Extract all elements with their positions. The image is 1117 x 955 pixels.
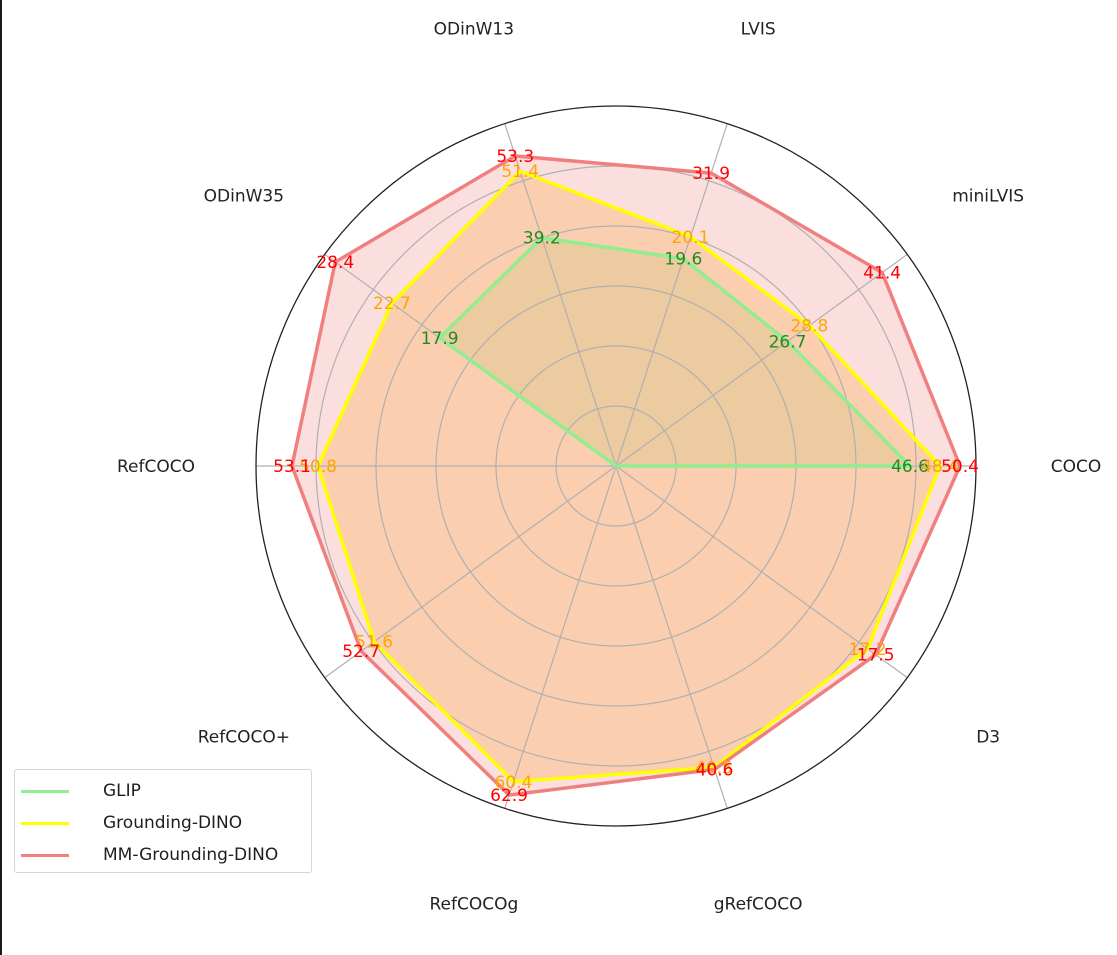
value-label: 62.9 [490,786,528,806]
value-label: 40.6 [696,760,734,780]
legend-item-mm-grounding-dino: MM-Grounding-DINO [15,841,278,869]
value-label: 26.7 [769,332,807,352]
axis-label: RefCOCO [117,457,195,477]
value-label: 28.8 [790,317,828,337]
legend-label: GLIP [103,781,141,801]
window-edge [0,0,2,955]
series-line-1 [316,169,943,784]
legend-swatch-mm-grounding-dino [21,853,69,857]
axis-label: RefCOCOg [429,894,518,914]
series-lines [290,154,962,797]
value-label: 17.2 [849,640,887,660]
value-label: 50.4 [941,457,979,477]
value-label: 31.9 [692,164,730,184]
series-fill-1 [318,171,940,782]
axis-label: ODinW35 [204,187,284,207]
value-label: 52.7 [342,642,380,662]
value-label: 20.1 [672,228,710,248]
chart-legend: GLIP Grounding-DINO MM-Grounding-DINO [14,769,312,873]
value-label: 51.4 [501,162,539,182]
grid-spoke [615,253,908,467]
value-label: 17.9 [421,329,459,349]
series-fill-0 [439,237,910,466]
value-label: 17.5 [857,646,895,666]
legend-swatch-grounding-dino [21,821,69,825]
legend-label: Grounding-DINO [103,813,243,833]
value-label: 48.4 [921,457,959,477]
axis-label: gRefCOCO [714,894,803,914]
value-label: 19.6 [664,250,702,270]
outer-circle [255,105,977,827]
series-line-2 [290,154,962,797]
grid-spoke [504,123,617,467]
value-label: 60.4 [494,773,532,793]
grid-spoke [615,465,908,679]
value-label: 46.6 [891,457,929,477]
value-labels: 46.6 26.7 19.6 39.2 17.9 48.4 28.8 20.1 51.4 22.7… [273,147,979,806]
value-label: 39.2 [523,229,561,249]
legend-swatch-glip [21,789,69,793]
value-label: 22.7 [373,294,411,314]
axis-label: miniLVIS [952,187,1024,207]
axis-label: D3 [976,727,1000,747]
grid-spoke [504,465,617,809]
value-label: 41.4 [863,264,901,284]
legend-item-glip: GLIP [15,777,141,805]
value-label: 28.4 [316,253,354,273]
grid-spoke [615,465,728,809]
value-label: 51.6 [355,633,393,653]
value-label: 53.3 [496,147,534,167]
legend-label: MM-Grounding-DINO [103,845,279,865]
axis-label: LVIS [741,20,776,40]
value-label: 40.5 [695,758,733,778]
legend-item-grounding-dino: Grounding-DINO [15,809,242,837]
axis-labels: COCO miniLVIS LVIS ODinW13 ODinW35 RefCOCO Ref… [117,20,1101,915]
value-label: 50.8 [299,457,337,477]
grid-spoke [615,123,728,467]
series-fills [292,155,960,796]
axis-label: COCO [1051,457,1102,477]
axis-label: RefCOCO+ [198,727,290,747]
series-fill-2 [292,155,960,796]
series-line-0 [436,235,915,468]
axis-label: ODinW13 [434,20,514,40]
value-label: 53.1 [273,457,311,477]
